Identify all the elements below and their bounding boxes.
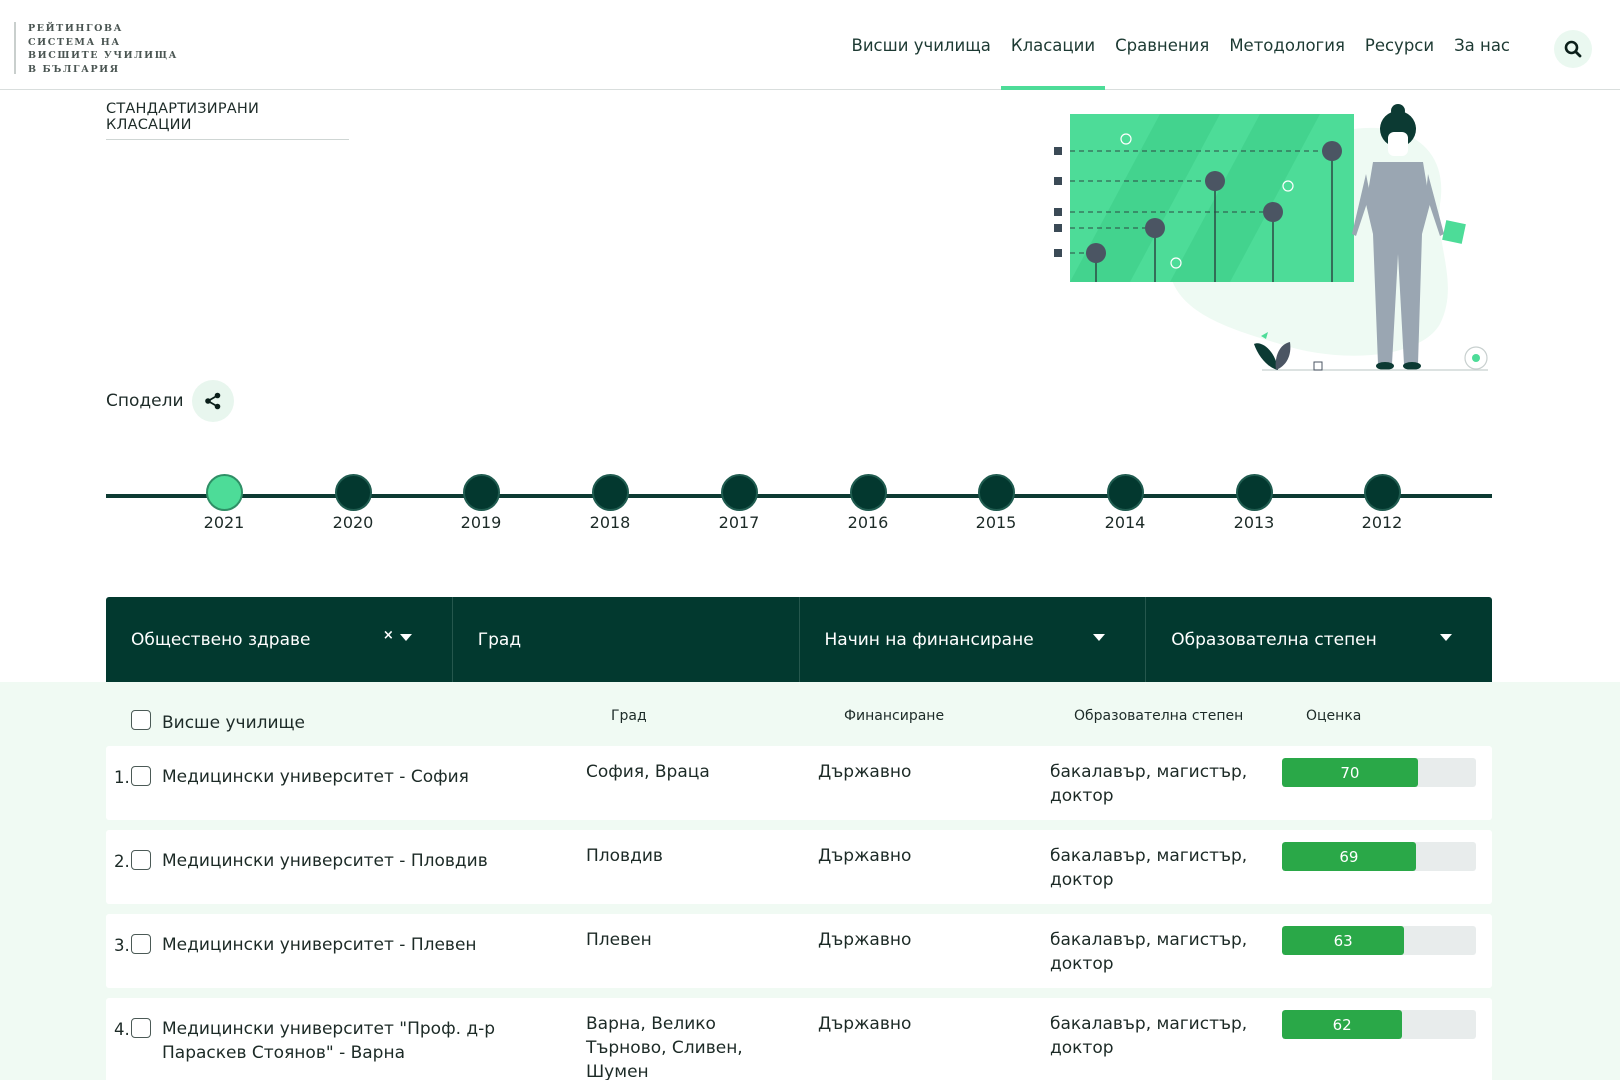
score-bar: 70 [1282,758,1476,787]
degree-filter-select[interactable]: Образователна степен [1146,597,1492,682]
column-header-funding[interactable]: Финансиране [844,708,945,724]
row-degree: бакалавър, магистър, доктор [1050,930,1248,974]
table-row: 2. Медицински университет - Пловдив Плов… [106,830,1492,904]
row-rank: 2. [114,852,130,871]
share-label: Сподели [106,391,184,411]
row-city: Плевен [586,930,652,950]
row-city: София, Враца [586,762,710,782]
column-header-name[interactable]: Висше училище [162,713,306,733]
timeline-year-label: 2016 [847,513,889,532]
table-row: 4. Медицински университет "Проф. д-р Пар… [106,998,1492,1080]
logo-line: ВИСШИТЕ УЧИЛИЩА [28,50,178,61]
column-header-degree[interactable]: Образователна степен [1074,708,1244,724]
city-filter[interactable] [453,597,800,682]
nav-item-rankings[interactable]: Класации [1000,0,1106,90]
row-funding: Държавно [818,846,912,866]
filter-bar: Обществено здраве × Начин на финансиране… [106,597,1492,682]
row-checkbox[interactable] [131,934,151,954]
timeline-line [106,494,1492,498]
timeline-year-2018[interactable]: 2018 [570,474,650,532]
row-checkbox[interactable] [131,850,151,870]
field-filter-value: Обществено здраве [131,629,311,650]
timeline-year-2014[interactable]: 2014 [1085,474,1165,532]
select-all-checkbox[interactable] [131,710,151,730]
timeline-year-label: 2021 [203,513,245,532]
funding-filter-select[interactable]: Начин на финансиране [800,597,1147,682]
score-bar: 63 [1282,926,1476,955]
table-header: Висше училище Град Финансиране Образоват… [106,700,1492,740]
timeline-year-label: 2013 [1233,513,1275,532]
table-row: 1. Медицински университет - София София,… [106,746,1492,820]
timeline-year-label: 2019 [460,513,502,532]
row-university-name[interactable]: Медицински университет - Плевен [162,935,477,955]
timeline-year-label: 2017 [718,513,760,532]
share-button[interactable] [191,380,234,422]
row-city: Пловдив [586,846,663,866]
chevron-down-icon [1093,634,1106,641]
row-funding: Държавно [818,762,912,782]
column-header-score[interactable]: Оценка [1306,708,1362,724]
year-timeline: 2021 2020 2019 2018 2017 2016 2015 2014 … [106,470,1492,540]
page-title: СТАНДАРТИЗИРАНИ КЛАСАЦИИ [106,101,349,140]
chevron-down-icon [399,634,412,641]
timeline-year-label: 2015 [975,513,1017,532]
timeline-year-label: 2012 [1361,513,1403,532]
nav-item-universities[interactable]: Висши училища [851,35,991,55]
nav-item-about[interactable]: За нас [1454,35,1510,55]
timeline-year-2012[interactable]: 2012 [1342,474,1422,532]
search-icon [1564,40,1582,58]
funding-filter-label: Начин на финансиране [824,629,1034,650]
degree-filter-label: Образователна степен [1171,629,1377,650]
timeline-year-2015[interactable]: 2015 [956,474,1036,532]
nav-item-methodology[interactable]: Методология [1229,35,1345,55]
score-bar-fill: 62 [1282,1010,1403,1039]
nav-item-resources[interactable]: Ресурси [1364,35,1435,55]
nav-item-comparisons[interactable]: Сравнения [1115,35,1210,55]
row-checkbox[interactable] [131,1018,151,1038]
row-city: Варна, Велико Търново, Сливен, Шумен [586,1014,743,1080]
score-bar-fill: 70 [1282,758,1418,787]
logo-line: РЕЙТИНГОВА [28,23,123,34]
row-checkbox[interactable] [131,766,151,786]
timeline-year-label: 2020 [332,513,374,532]
row-degree: бакалавър, магистър, доктор [1050,846,1248,890]
table-row: 3. Медицински университет - Плевен Плеве… [106,914,1492,988]
chart-presenter-illustration [1054,104,1488,371]
score-bar: 69 [1282,842,1476,871]
row-university-name[interactable]: Медицински университет - София [162,767,469,787]
row-university-name[interactable]: Медицински университет - Пловдив [162,851,488,871]
field-filter-select[interactable]: Обществено здраве × [106,597,453,682]
logo-line: В БЪЛГАРИЯ [28,63,120,75]
site-logo[interactable]: РЕЙТИНГОВА СИСТЕМА НА ВИСШИТЕ УЧИЛИЩА В … [14,22,178,75]
row-funding: Държавно [818,1014,912,1034]
column-header-city[interactable]: Град [611,708,647,724]
search-button[interactable] [1554,30,1592,68]
site-header: РЕЙТИНГОВА СИСТЕМА НА ВИСШИТЕ УЧИЛИЩА В … [0,0,1620,90]
timeline-year-label: 2014 [1104,513,1146,532]
row-rank: 1. [114,768,130,787]
clear-filter-icon[interactable]: × [382,628,394,643]
share-icon [204,392,220,410]
share-section: Сподели [106,380,234,422]
timeline-year-2019[interactable]: 2019 [441,474,521,532]
city-filter-input[interactable] [477,629,758,650]
chevron-down-icon [1440,634,1452,641]
timeline-year-2017[interactable]: 2017 [699,474,779,532]
row-funding: Държавно [818,930,912,950]
timeline-year-label: 2018 [589,513,631,532]
logo-line: СИСТЕМА НА [28,36,121,48]
row-rank: 4. [114,1020,130,1039]
timeline-year-2013[interactable]: 2013 [1214,474,1294,532]
row-rank: 3. [114,936,130,955]
score-bar-fill: 69 [1282,842,1416,871]
score-bar-fill: 63 [1282,926,1405,955]
row-degree: бакалавър, магистър, доктор [1050,1014,1248,1058]
timeline-year-2021[interactable]: 2021 [184,474,264,532]
timeline-year-2016[interactable]: 2016 [828,474,908,532]
row-degree: бакалавър, магистър, доктор [1050,762,1248,806]
row-university-name[interactable]: Медицински университет "Проф. д-р Параск… [162,1019,496,1063]
score-bar: 62 [1282,1010,1476,1039]
timeline-year-2020[interactable]: 2020 [313,474,393,532]
main-nav: Висши училища Класации Сравнения Методол… [842,0,1520,90]
